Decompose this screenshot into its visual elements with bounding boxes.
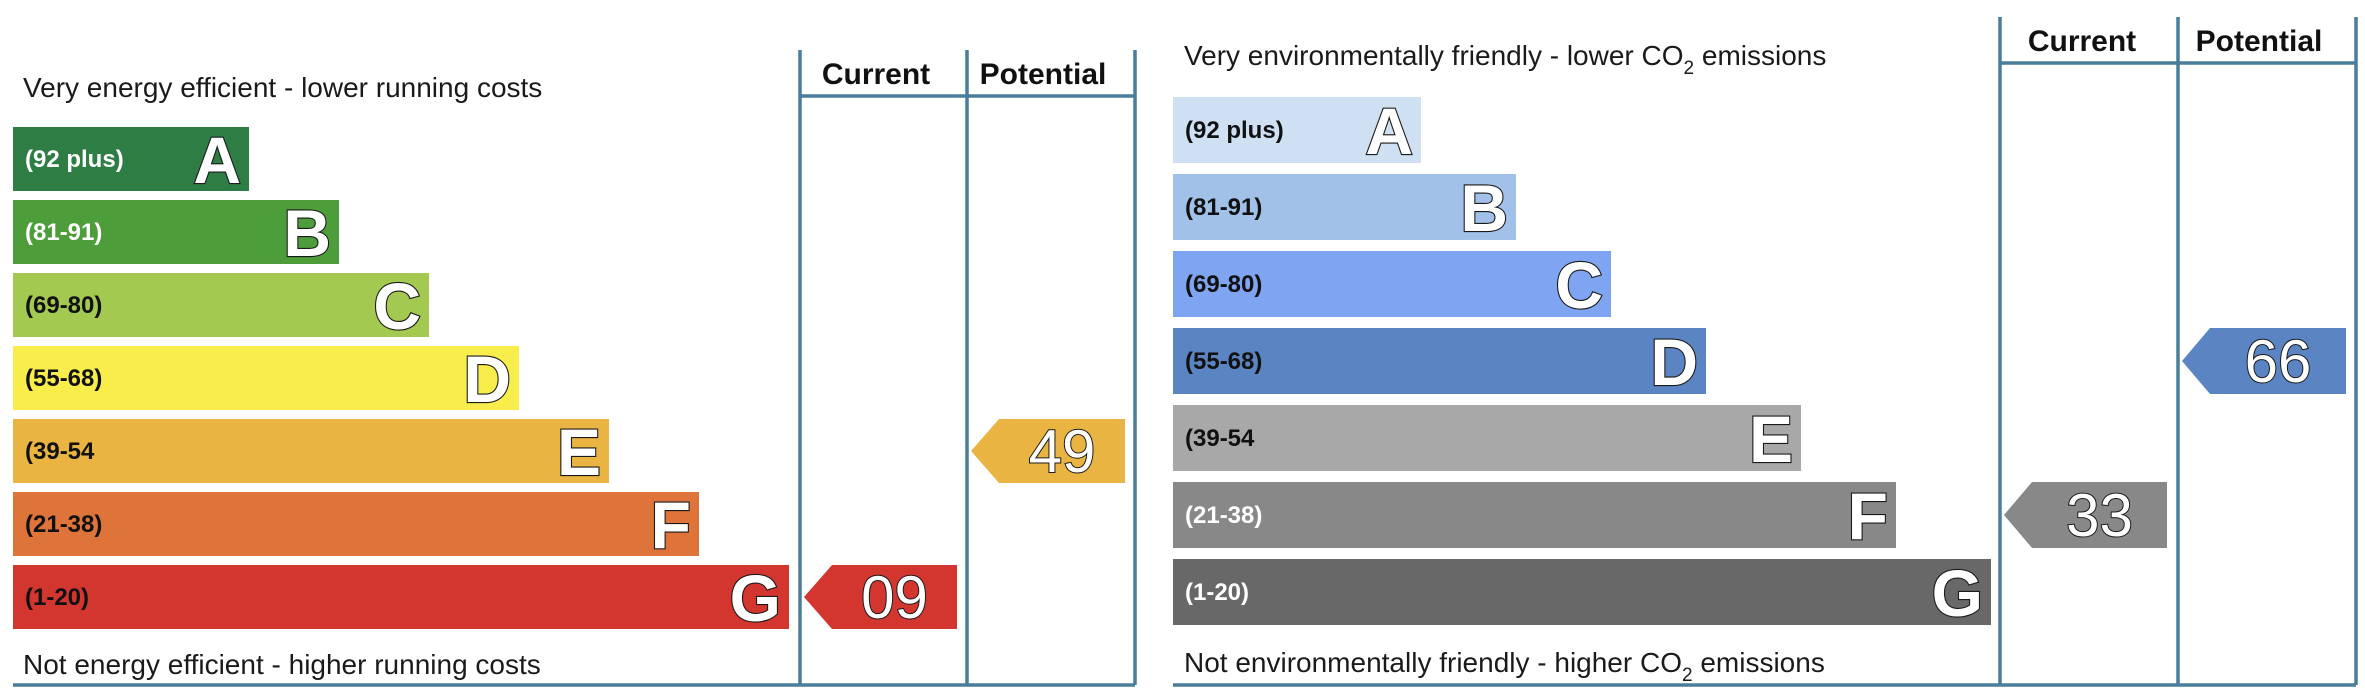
band-c: (69-80) C [13,268,429,344]
band-a: (92 plus) A [1173,93,1421,169]
energy-potential-score: 49 [971,417,1125,486]
score-value: 66 [2245,328,2312,395]
band-bar [1173,174,1516,240]
band-e: (39-54 E [13,414,609,490]
band-letter: E [1749,402,1793,476]
energy-current-header: Current [822,58,930,91]
band-letter: C [1555,248,1603,322]
band-letter: D [1650,325,1698,399]
band-range-label: (21-38) [25,511,102,538]
band-range-label: (55-68) [25,365,102,392]
band-bar [13,200,339,264]
score-arrow [971,419,1125,483]
band-range-label: (92 plus) [1185,117,1284,144]
band-bar [1173,328,1706,394]
band-letter: G [730,561,781,635]
environment-potential-header: Potential [2196,25,2323,58]
band-b: (81-91) B [13,195,339,271]
band-g: (1-20) G [1173,555,1991,631]
energy-bottom-label: Not energy efficient - higher running co… [23,649,541,680]
band-range-label: (69-80) [25,292,102,319]
score-arrow [804,565,957,629]
band-letter: A [1365,94,1413,168]
band-bar [1173,482,1896,548]
band-range-label: (39-54 [1185,425,1255,452]
band-bar [13,273,429,337]
band-range-label: (69-80) [1185,271,1262,298]
band-d: (55-68) D [13,341,519,417]
band-bar [1173,97,1421,163]
energy-potential-header: Potential [980,58,1107,91]
band-range-label: (81-91) [25,219,102,246]
band-range-label: (55-68) [1185,348,1262,375]
energy-frame [13,50,1137,687]
environment-scores: 33 66 [2004,327,2346,550]
environment-current-score: 33 [2004,481,2167,550]
environment-current-header: Current [2028,25,2136,58]
band-bar [1173,251,1611,317]
band-range-label: (39-54 [25,438,95,465]
energy-top-label: Very energy efficient - lower running co… [23,72,542,103]
band-bar [13,419,609,483]
band-range-label: (1-20) [25,584,89,611]
band-bar [13,346,519,410]
energy-current-score: 09 [804,563,957,632]
environmental-impact-chart: Very environmentally friendly - lower CO… [1173,17,2358,687]
band-letter: G [1932,556,1983,630]
band-a: (92 plus) A [13,122,249,198]
band-f: (21-38) F [1173,478,1896,554]
band-d: (55-68) D [1173,324,1706,400]
band-letter: B [1460,171,1508,245]
band-letter: F [1848,479,1888,553]
band-f: (21-38) F [13,487,699,563]
band-letter: B [283,196,331,270]
band-g: (1-20) G [13,560,789,636]
environment-bands: (92 plus) A(81-91) B(69-80) C(55-68) D(39-54… [1173,93,1991,631]
score-value: 09 [861,564,928,631]
band-e: (39-54 E [1173,401,1801,477]
energy-efficiency-chart: Very energy efficient - lower running co… [13,50,1137,687]
energy-scores: 09 49 [804,417,1125,632]
band-c: (69-80) C [1173,247,1611,323]
band-bar [13,565,789,629]
band-bar [1173,405,1801,471]
environment-bottom-label: Not environmentally friendly - higher CO… [1184,647,1825,686]
band-range-label: (21-38) [1185,502,1262,529]
band-letter: D [463,342,511,416]
environment-frame [1173,17,2358,687]
band-b: (81-91) B [1173,170,1516,246]
band-letter: E [557,415,601,489]
environment-potential-score: 66 [2182,327,2346,396]
band-range-label: (92 plus) [25,146,124,173]
score-value: 33 [2066,482,2133,549]
band-range-label: (1-20) [1185,579,1249,606]
band-letter: C [373,269,421,343]
environment-top-label: Very environmentally friendly - lower CO… [1184,40,1826,79]
band-bar [13,492,699,556]
band-range-label: (81-91) [1185,194,1262,221]
band-bar [1173,559,1991,625]
band-letter: A [193,123,241,197]
score-arrow [2182,328,2346,394]
band-bar [13,127,249,191]
band-letter: F [651,488,691,562]
score-value: 49 [1029,418,1096,485]
energy-bands: (92 plus) A(81-91) B(69-80) C(55-68) D(39-54… [13,122,789,636]
score-arrow [2004,482,2167,548]
